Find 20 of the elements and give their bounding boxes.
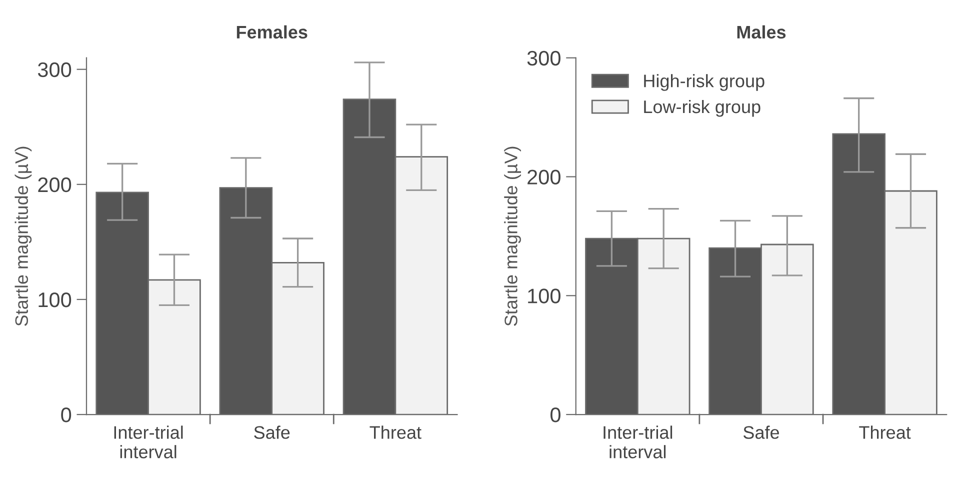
- x-tick-label: Inter-trial interval: [604, 426, 672, 458]
- x-tick-label: Safe: [743, 426, 779, 439]
- chart-title: Males: [737, 25, 786, 39]
- y-tick-label: 200: [38, 177, 72, 192]
- y-tick-label: 100: [38, 292, 72, 308]
- x-tick-label: Threat: [859, 426, 911, 439]
- y-tick-label: 0: [61, 408, 72, 422]
- y-tick-label: 100: [528, 288, 560, 304]
- y-axis-title: Startle magnitude (µV): [504, 146, 521, 326]
- y-tick-label: 200: [528, 170, 560, 184]
- x-tick-label: Safe: [254, 426, 290, 439]
- y-tick-label: 300: [38, 62, 72, 78]
- x-tick-label: Inter-trial interval: [114, 426, 183, 458]
- y-tick-label: 0: [550, 408, 560, 422]
- legend-label: High-risk group: [644, 74, 764, 91]
- x-tick-label: Threat: [370, 426, 422, 439]
- legend-label: Low-risk group: [644, 100, 760, 117]
- y-tick-label: 300: [527, 50, 560, 66]
- y-axis-title: Startle magnitude (µV): [14, 146, 32, 326]
- chart-title: Females: [236, 25, 308, 39]
